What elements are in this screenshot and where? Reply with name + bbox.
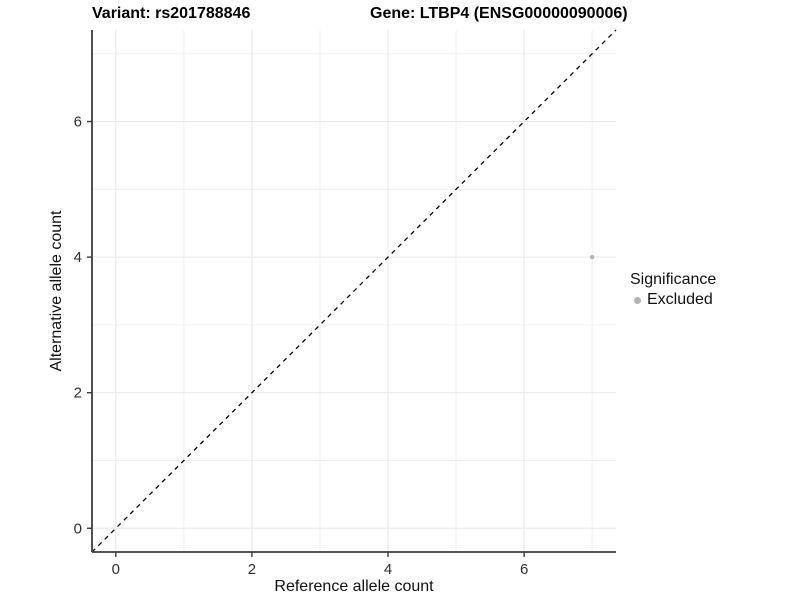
x-tick-label: 6 (520, 561, 528, 578)
legend-title: Significance (630, 271, 717, 288)
x-tick-label: 4 (384, 561, 392, 578)
y-tick-label: 0 (74, 520, 82, 537)
legend-item: Excluded (630, 291, 716, 309)
x-tick-label: 2 (248, 561, 256, 578)
y-axis-title: Alternative allele count (48, 210, 65, 372)
x-axis-title: Reference allele count (274, 578, 434, 595)
y-tick-label: 4 (74, 249, 82, 266)
gene-title: Gene: LTBP4 (ENSG00000090006) (370, 5, 628, 22)
identity-reference-line (91, 29, 617, 553)
data-point (589, 254, 595, 260)
y-tick-label: 6 (74, 114, 82, 131)
variant-title: Variant: rs201788846 (92, 5, 251, 22)
x-tick-label: 0 (112, 561, 120, 578)
legend-items: Excluded (630, 291, 716, 309)
legend: Significance Excluded (630, 271, 716, 309)
legend-point-icon (634, 296, 641, 304)
legend-item-label: Excluded (647, 291, 713, 308)
y-tick-label: 2 (74, 385, 82, 402)
